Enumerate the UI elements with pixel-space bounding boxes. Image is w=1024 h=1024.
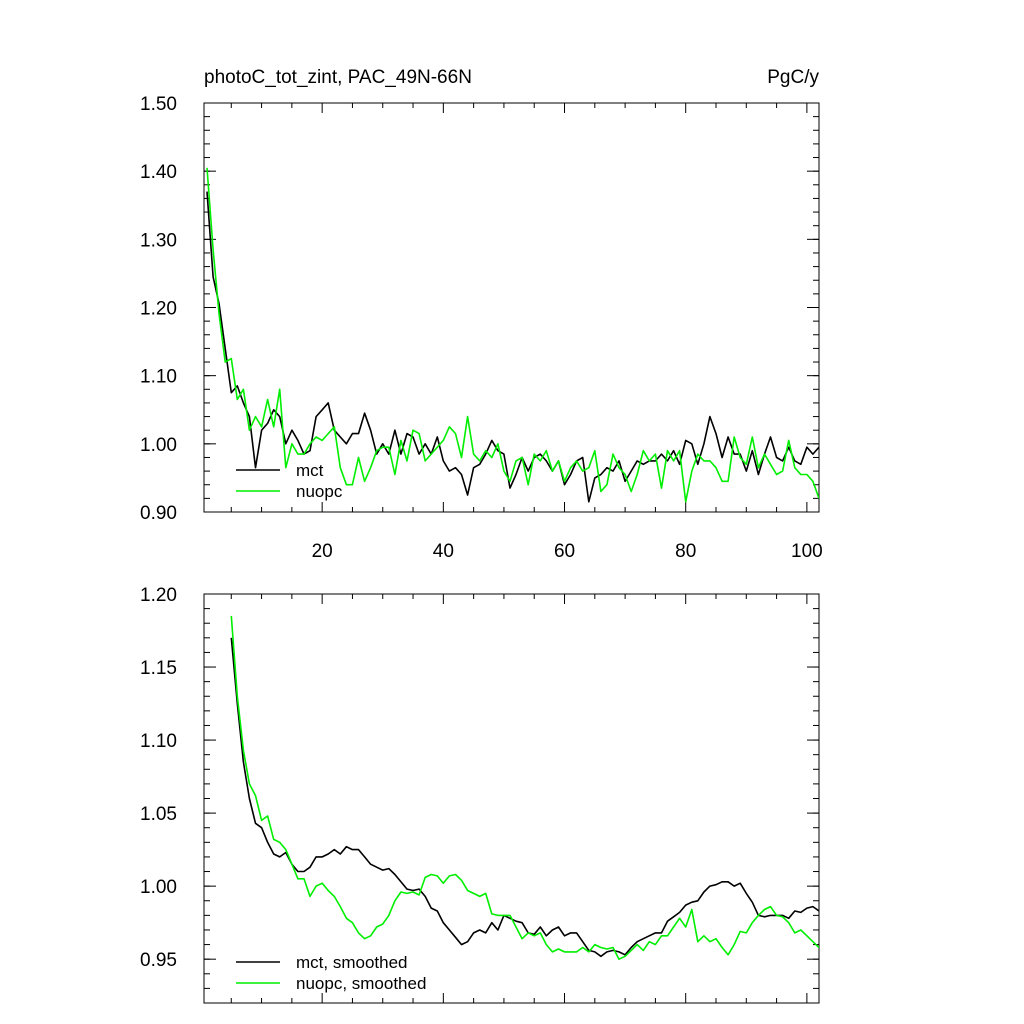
bottom-panel: 0.95 1.00 1.05 1.10 1.15 1.20 mct, smoothed nuo…: [140, 585, 820, 1004]
y-tick-label: 1.20: [140, 585, 177, 606]
series-nuopc-line: [206, 167, 819, 503]
series-mct-smoothed-line: [230, 637, 819, 958]
y-tick-label: 1.05: [140, 804, 177, 825]
y-tick-label: 1.50: [140, 94, 177, 115]
legend-mct-label: mct: [296, 461, 324, 480]
y-tick-label: 0.90: [140, 503, 177, 524]
series-mct-line: [206, 191, 819, 503]
series-nuopc-smoothed-line: [230, 615, 819, 961]
y-tick-label: 1.20: [140, 299, 177, 320]
y-tick-label: 1.15: [140, 658, 177, 679]
y-tick-label: 1.00: [140, 877, 177, 898]
top-panel: photoC_tot_zint, PAC_49N-66N PgC/y 20 40 60 8…: [140, 67, 823, 562]
legend-nuopc-smoothed-label: nuopc, smoothed: [296, 974, 426, 993]
chart-title: photoC_tot_zint, PAC_49N-66N: [204, 67, 472, 88]
legend-mct-smoothed-label: mct, smoothed: [296, 953, 408, 972]
units-label: PgC/y: [767, 67, 819, 88]
y-tick-label: 1.00: [140, 435, 177, 456]
x-tick-label: 80: [675, 541, 696, 562]
legend-nuopc-label: nuopc: [296, 482, 343, 501]
y-tick-label: 1.40: [140, 162, 177, 183]
x-tick-label: 60: [554, 541, 575, 562]
y-tick-label: 1.30: [140, 230, 177, 251]
y-tick-label: 1.10: [140, 367, 177, 388]
x-tick-label: 20: [312, 541, 333, 562]
x-tick-label: 40: [433, 541, 454, 562]
x-tick-label: 100: [791, 541, 823, 562]
y-tick-label: 1.10: [140, 731, 177, 752]
plot-frame: [203, 593, 820, 1004]
y-tick-label: 0.95: [140, 950, 177, 971]
